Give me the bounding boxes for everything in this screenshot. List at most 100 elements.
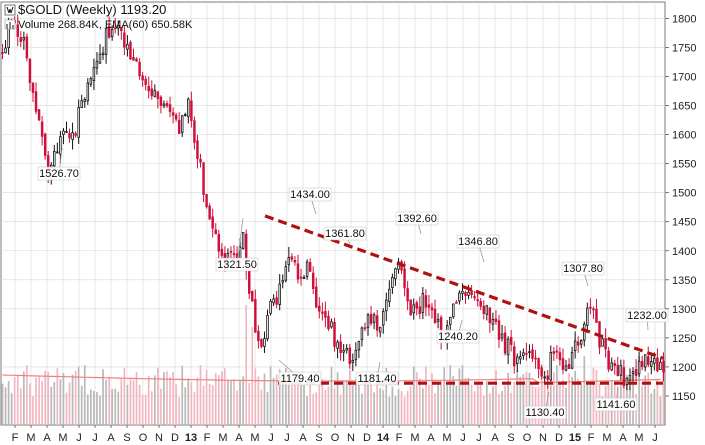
volume-bar <box>233 379 235 425</box>
volume-bar <box>461 365 464 425</box>
x-tick-label: M <box>602 432 611 444</box>
volume-bar <box>403 396 406 425</box>
volume-bar <box>260 389 263 425</box>
candle-body <box>534 357 537 360</box>
candle-body <box>232 253 236 256</box>
candle-body <box>473 296 476 299</box>
volume-bar <box>422 388 424 425</box>
volume-bar <box>525 372 528 425</box>
candle-body <box>132 56 135 61</box>
volume-bar <box>382 390 385 425</box>
volume-bar <box>71 374 74 425</box>
candle-body <box>382 311 385 326</box>
volume-bar <box>181 365 184 425</box>
candle-body <box>595 308 598 323</box>
volume-bar <box>227 380 229 425</box>
candle-body <box>564 365 568 371</box>
volume-bar <box>428 384 430 425</box>
candle-body <box>424 295 428 308</box>
volume-bar <box>281 374 284 425</box>
candle-body <box>604 338 607 350</box>
candle-body <box>354 349 358 361</box>
volume-bar <box>476 383 479 425</box>
candle-body <box>369 313 373 324</box>
candle-body <box>616 364 620 376</box>
y-tick-label: 1300 <box>672 304 696 316</box>
candle-body <box>549 352 553 381</box>
x-tick-label: F <box>12 432 19 444</box>
candle-body <box>321 311 324 314</box>
candle-body <box>275 297 278 305</box>
y-axis: 1150 1200 1250 1300 1350 1400 1450 1500 1550 1600… <box>665 13 696 403</box>
x-tick-label: O <box>523 432 532 444</box>
candle-body <box>363 327 367 330</box>
candle-body <box>403 268 406 289</box>
x-tick-label: J <box>76 432 82 444</box>
candle-body <box>662 360 665 373</box>
candle-body <box>266 314 269 340</box>
volume-bar <box>187 378 190 425</box>
candle-body <box>162 103 166 107</box>
annotation-box <box>561 261 605 276</box>
candle-body <box>248 269 251 294</box>
candle-body <box>171 112 175 116</box>
candle-body <box>503 332 507 354</box>
candle-body <box>461 290 464 294</box>
annotation-leader <box>236 217 244 265</box>
y-tick-label: 1600 <box>672 130 696 142</box>
volume-bar <box>425 366 427 425</box>
volume-bar <box>312 394 315 425</box>
candle-body <box>500 333 504 339</box>
volume-bar <box>144 394 147 425</box>
volume-bar <box>342 380 345 425</box>
volume-bar <box>108 376 110 425</box>
candle-body <box>567 364 571 369</box>
volume-bar <box>196 377 199 425</box>
candle-body <box>415 302 418 309</box>
volume-bar <box>96 392 98 425</box>
candle-body <box>427 304 431 308</box>
volume-bar <box>278 369 281 425</box>
candle-body <box>385 299 388 312</box>
volume-bar <box>272 377 275 425</box>
volume-bar <box>482 395 485 425</box>
legend: $GOLD (Weekly) 1193.20 Volume 268.84K, E… <box>4 2 193 31</box>
volume-bar <box>224 368 226 425</box>
candle-body <box>120 26 123 31</box>
candle-body <box>659 361 662 370</box>
volume-bar <box>592 367 595 425</box>
volume-bar <box>160 388 162 425</box>
volume-bar <box>397 389 400 425</box>
candle-body <box>101 52 105 56</box>
candle-body <box>650 361 653 367</box>
candle-body <box>278 283 281 305</box>
candle-body <box>351 360 355 363</box>
volume-bar <box>65 392 68 425</box>
candle-body <box>607 350 610 370</box>
candle-body <box>433 308 437 324</box>
candle-body <box>110 29 114 38</box>
x-tick-label: J <box>460 432 466 444</box>
volume-bar <box>123 367 126 425</box>
candle-body <box>156 91 160 99</box>
candle-body <box>412 304 415 314</box>
volume-bar <box>510 393 513 425</box>
candle-body <box>25 36 29 59</box>
volume-bar <box>364 380 366 425</box>
candle-body <box>421 293 425 313</box>
volume-bar <box>135 371 138 425</box>
candle-body <box>71 132 74 140</box>
volume-bar <box>77 366 80 425</box>
candle-body <box>98 53 102 64</box>
candle-body <box>339 341 342 354</box>
volume-bar <box>93 390 95 425</box>
candle-body <box>56 151 59 154</box>
volume-bar <box>355 378 357 425</box>
volume-bar <box>50 386 53 425</box>
candle-body <box>68 133 71 139</box>
candle-body <box>430 307 434 311</box>
candle-body <box>107 25 111 38</box>
volume-bar <box>217 375 220 425</box>
volume-bar <box>208 383 211 425</box>
candle-body <box>293 259 297 263</box>
